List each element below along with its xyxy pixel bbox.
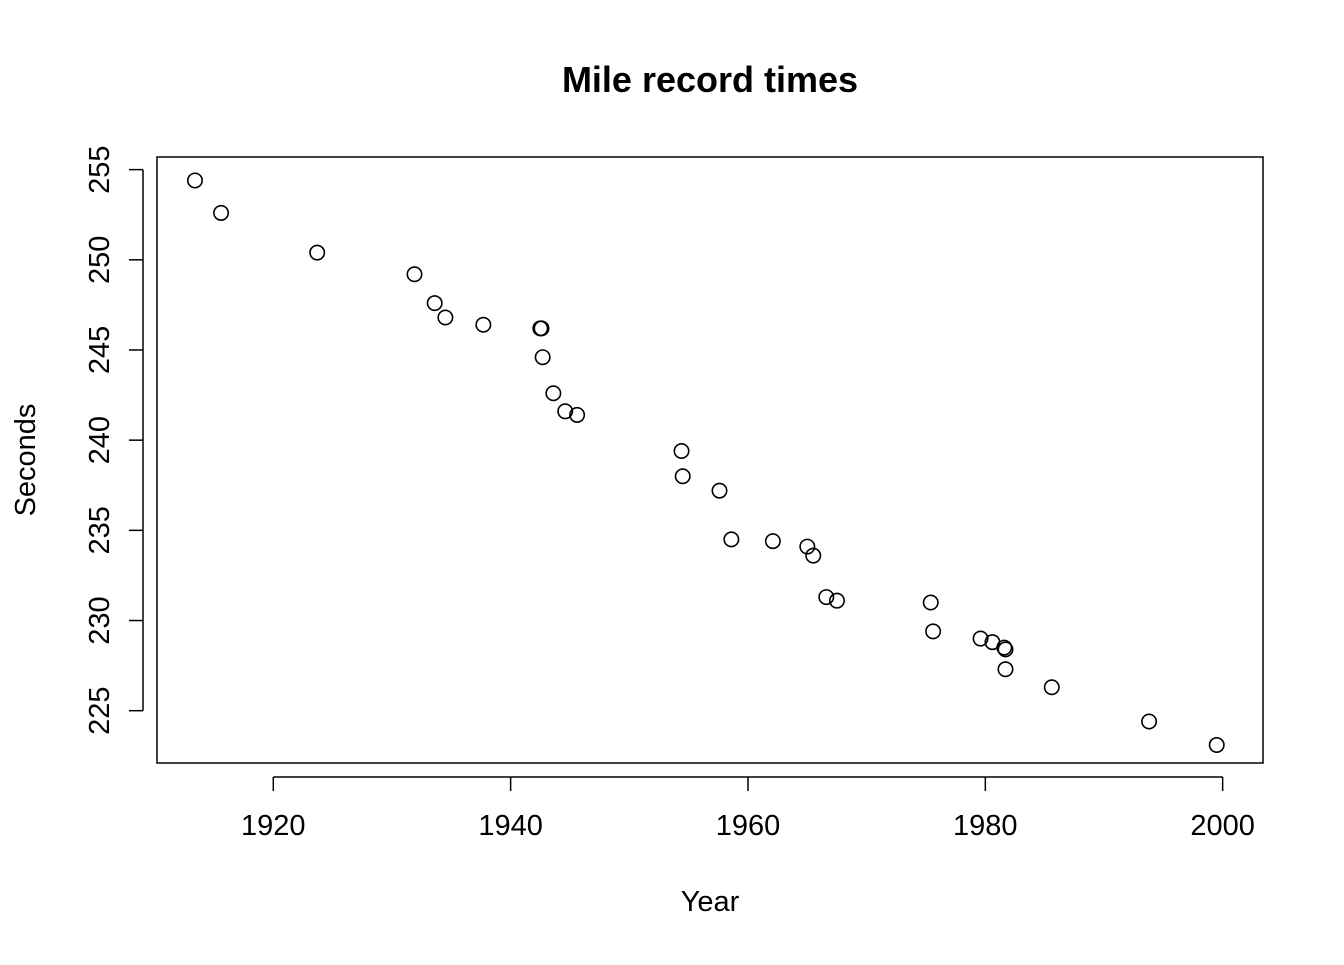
y-tick-label: 225 bbox=[84, 687, 116, 735]
data-point bbox=[309, 244, 326, 261]
plot-frame bbox=[156, 156, 1264, 764]
chart-title: Mile record times bbox=[562, 59, 858, 100]
data-point bbox=[828, 592, 845, 609]
y-tick-label: 235 bbox=[84, 506, 116, 554]
data-point bbox=[1208, 736, 1225, 753]
y-tick-label: 240 bbox=[84, 416, 116, 464]
data-point bbox=[997, 661, 1014, 678]
x-tick-label: 2000 bbox=[1190, 810, 1255, 842]
y-axis-label: Seconds bbox=[10, 404, 42, 517]
data-point bbox=[1043, 679, 1060, 696]
data-point bbox=[406, 266, 423, 283]
data-point bbox=[545, 385, 562, 402]
data-point bbox=[711, 482, 728, 499]
data-point bbox=[805, 547, 822, 564]
data-point bbox=[186, 172, 203, 189]
data-point bbox=[925, 623, 942, 640]
data-point bbox=[674, 468, 691, 485]
data-point bbox=[532, 320, 549, 337]
data-points bbox=[186, 172, 1225, 753]
data-point bbox=[1141, 713, 1158, 730]
data-point bbox=[723, 531, 740, 548]
data-point bbox=[996, 639, 1013, 656]
x-axis-label: Year bbox=[681, 886, 740, 918]
data-point bbox=[557, 403, 574, 420]
data-point bbox=[922, 594, 939, 611]
x-tick-label: 1960 bbox=[716, 810, 781, 842]
data-point bbox=[475, 316, 492, 333]
data-point bbox=[534, 349, 551, 366]
data-point bbox=[972, 630, 989, 647]
data-point bbox=[533, 320, 550, 337]
data-point bbox=[818, 589, 835, 606]
data-point bbox=[673, 442, 690, 459]
data-point bbox=[799, 538, 816, 555]
y-tick-label: 250 bbox=[84, 236, 116, 284]
y-tick-label: 255 bbox=[84, 145, 116, 193]
y-tick-label: 245 bbox=[84, 326, 116, 374]
data-point bbox=[764, 533, 781, 550]
y-axis: 225 230 235 240 245 250 255 bbox=[84, 145, 144, 735]
data-point bbox=[997, 641, 1014, 658]
data-point bbox=[437, 309, 454, 326]
x-tick-label: 1920 bbox=[241, 810, 306, 842]
data-point bbox=[426, 295, 443, 312]
x-tick-label: 1940 bbox=[478, 810, 543, 842]
data-point bbox=[213, 204, 230, 221]
data-point bbox=[569, 406, 586, 423]
x-axis: 1920 1940 1960 1980 2000 bbox=[241, 776, 1255, 842]
x-tick-label: 1980 bbox=[953, 810, 1018, 842]
y-tick-label: 230 bbox=[84, 596, 116, 644]
